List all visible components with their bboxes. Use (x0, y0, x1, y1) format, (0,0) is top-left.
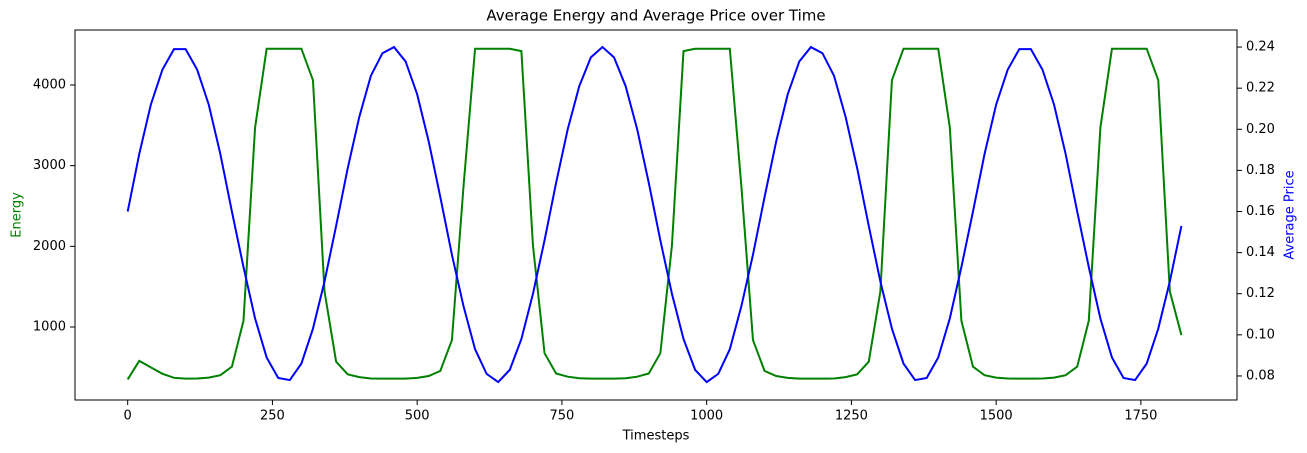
y2-tick-label: 0.12 (1246, 286, 1275, 301)
line-series (126, 47, 1183, 380)
y-tick-label: 1000 (33, 320, 66, 335)
y2-tick-label: 0.08 (1246, 368, 1275, 383)
plot-frame (74, 29, 1238, 401)
y2-tick-label: 0.18 (1246, 163, 1275, 178)
x-tick-label: 500 (405, 409, 430, 424)
x-tick-label: 1750 (1124, 409, 1157, 424)
y2-tick-label: 0.24 (1246, 40, 1275, 55)
x-tick-label: 750 (550, 409, 575, 424)
y2-tick-label: 0.16 (1246, 204, 1275, 219)
x-tick-label: 1000 (690, 409, 723, 424)
x-tick-label: 0 (124, 409, 132, 424)
y2-axis-label: Average Price (1283, 170, 1298, 259)
x-tick-label: 250 (260, 409, 285, 424)
y2-tick-label: 0.22 (1246, 81, 1275, 96)
y-tick-label: 2000 (33, 239, 66, 254)
y-axis-label: Energy (10, 192, 25, 238)
y-tick-label: 4000 (33, 78, 66, 93)
y2-tick-label: 0.14 (1246, 245, 1275, 260)
x-tick-label: 1500 (980, 409, 1013, 424)
y-tick-label: 3000 (33, 158, 66, 173)
x-axis-label: Timesteps (622, 429, 690, 444)
chart-title: Average Energy and Average Price over Ti… (486, 7, 825, 25)
x-tick-label: 1250 (835, 409, 868, 424)
y2-tick-label: 0.10 (1246, 327, 1275, 342)
line-series (126, 45, 1183, 384)
y2-tick-label: 0.20 (1246, 122, 1275, 137)
